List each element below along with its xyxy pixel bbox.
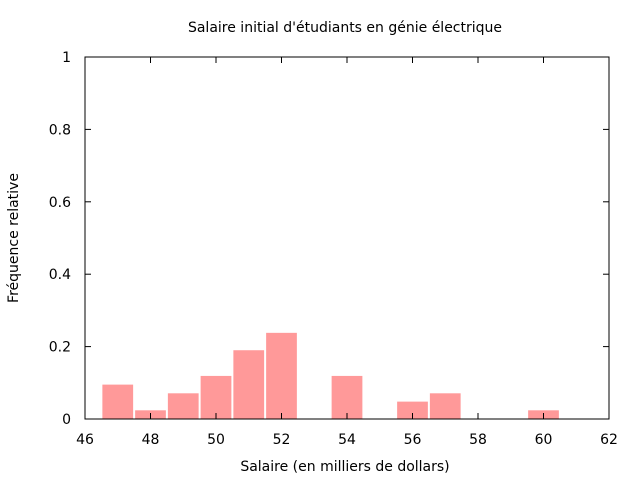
bar-52 <box>266 332 297 419</box>
bar-47 <box>102 384 134 419</box>
x-tick-label: 46 <box>76 432 94 448</box>
y-tick-label: 0.6 <box>49 195 71 211</box>
bar-54 <box>331 375 363 419</box>
x-tick-label: 60 <box>535 432 553 448</box>
y-tick-label: 0.4 <box>49 267 71 283</box>
bar-49 <box>167 393 199 419</box>
x-axis-title: Salaire (en milliers de dollars) <box>240 459 449 475</box>
y-tick-labels: 0 0.2 0.4 0.6 0.8 1 <box>49 50 71 428</box>
y-tick-label: 0 <box>62 412 71 428</box>
chart-title: Salaire initial d'étudiants en génie éle… <box>188 20 502 36</box>
x-tick-label: 50 <box>207 432 225 448</box>
x-tick-label: 54 <box>338 432 356 448</box>
x-tick-labels: 46 48 50 52 54 56 58 60 62 <box>76 432 618 448</box>
bars-group <box>102 332 559 419</box>
y-axis-title: Fréquence relative <box>6 173 22 303</box>
plot-frame <box>84 56 610 420</box>
bar-57 <box>429 393 461 419</box>
x-tick-label: 58 <box>469 432 487 448</box>
x-tick-label: 48 <box>142 432 160 448</box>
bar-56 <box>397 401 428 419</box>
y-tick-label: 1 <box>62 50 71 66</box>
x-tick-label: 56 <box>404 432 422 448</box>
x-tick-label: 52 <box>273 432 291 448</box>
axis-ticks <box>84 56 610 420</box>
bar-50 <box>200 375 232 419</box>
bar-51 <box>233 350 265 419</box>
y-tick-label: 0.2 <box>49 340 71 356</box>
y-tick-label: 0.8 <box>49 122 71 138</box>
x-tick-label: 62 <box>600 432 618 448</box>
